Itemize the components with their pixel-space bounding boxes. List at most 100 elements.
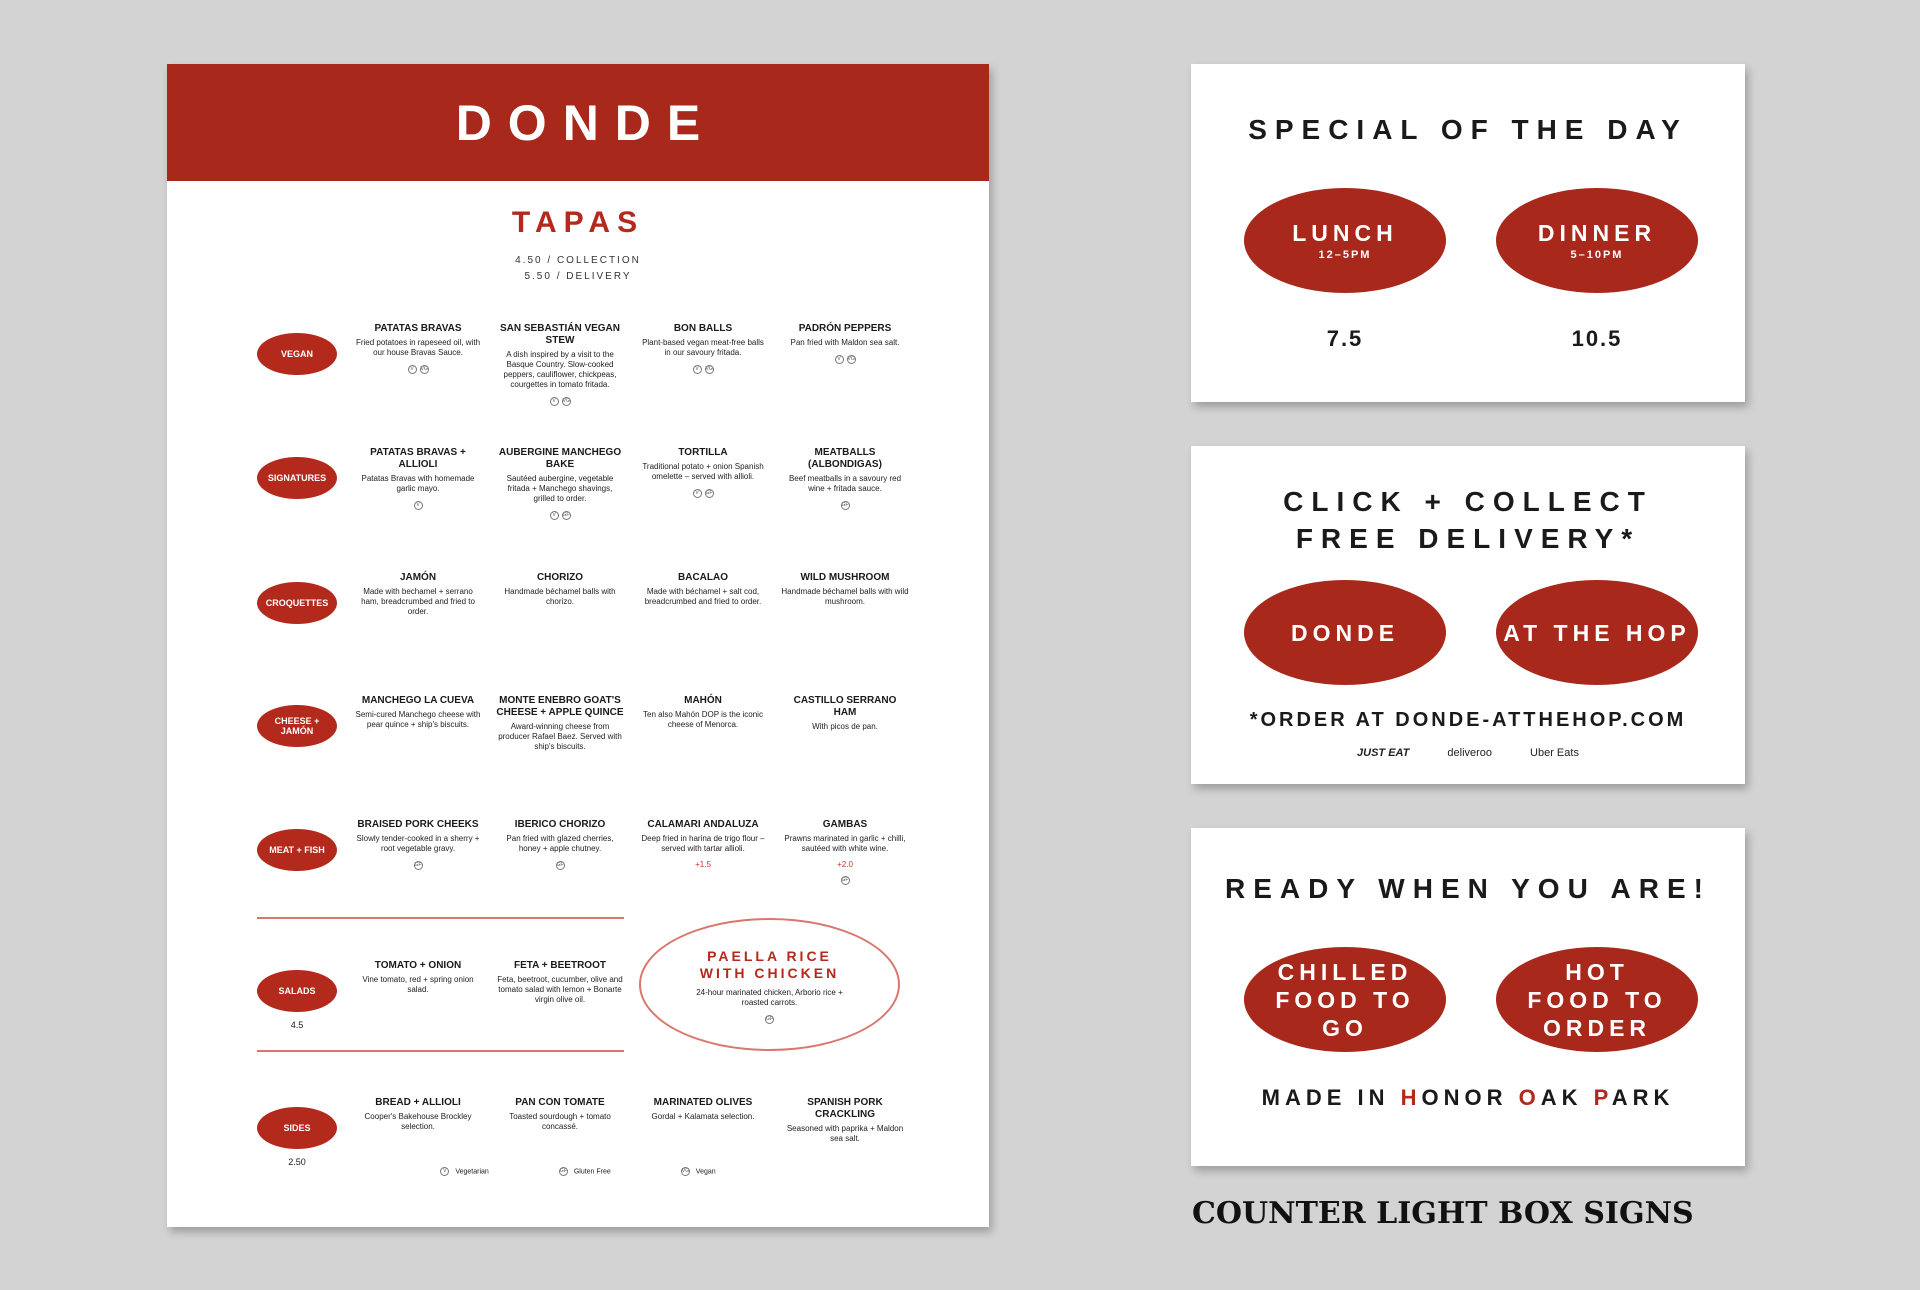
dietary-marker-icon: V (692, 365, 702, 374)
legend-entry: VG Vegan (680, 1167, 716, 1176)
item-description: Deep fried in harina de trigo flour – se… (641, 834, 765, 853)
just-eat-logo: JUST EAT (1357, 747, 1410, 759)
menu-item: Gambas Prawns marinated in garlic + chill… (781, 819, 909, 885)
dietary-marker-icon: V (834, 355, 844, 364)
dietary-markers: GF (496, 861, 624, 870)
legend-label: Vegan (695, 1168, 716, 1176)
price-collection: 4.50 / COLLECTION (515, 255, 641, 266)
dinner-label: DINNER (1537, 219, 1657, 246)
dietary-markers: V GF (639, 489, 767, 498)
menu-item: Bacalao Made with béchamel + salt cod, br… (639, 572, 767, 607)
item-description: Vine tomato, red + spring onion salad. (362, 975, 474, 994)
dietary-marker-icon: GF (840, 501, 850, 510)
menu-item: Padrón Peppers Pan fried with Maldon sea … (781, 323, 909, 364)
dietary-marker-icon: VG (419, 365, 429, 374)
made-in-segment: MADE IN (1261, 1085, 1401, 1110)
dietary-markers: V VG (639, 365, 767, 374)
menu-item: Wild Mushroom Handmade béchamel balls wit… (781, 572, 909, 607)
menu-item: San Sebastián Vegan Stew A dish inspired … (496, 323, 624, 406)
sign-title-line2: FREE DELIVERY* (1295, 523, 1641, 554)
dietary-legend: V Vegetarian GF Gluten Free VG Vegan (167, 1167, 989, 1176)
item-name: Feta + Beetroot (514, 960, 606, 971)
made-in-segment: P (1593, 1085, 1612, 1110)
menu-header: DONDE (167, 64, 989, 181)
dietary-marker-icon: VG (680, 1167, 690, 1176)
item-name: Calamari Andaluza (647, 819, 759, 830)
menu-item: Marinated Olives Gordal + Kalamata select… (639, 1097, 767, 1122)
item-name: Spanish Pork Crackling (807, 1097, 883, 1120)
made-in-segment: AK (1540, 1085, 1594, 1110)
lunch-label: LUNCH (1292, 219, 1398, 246)
menu-item: Pan con Tomate Toasted sourdough + tomato… (496, 1097, 624, 1132)
item-name: Tomato + Onion (374, 960, 462, 971)
special-paella: PAELLA RICE WITH CHICKEN 24-hour marinat… (639, 918, 900, 1051)
dietary-markers: GF (781, 876, 909, 885)
sign-title: READY WHEN YOU ARE! (1225, 873, 1711, 904)
item-description: Ten also Mahón DOP is the iconic cheese … (643, 710, 763, 729)
item-name: Gambas (822, 819, 868, 830)
item-surcharge: +2.0 (837, 860, 853, 869)
made-in-segment: O (1518, 1085, 1541, 1110)
menu-item: Castillo Serrano Ham With picos de pan. (781, 695, 909, 732)
category-price: 2.50 (288, 1157, 306, 1167)
item-description: Semi-cured Manchego cheese with pear qui… (355, 710, 481, 729)
special-of-the-day-sign: SPECIAL OF THE DAY LUNCH 12–5PM DINNER 5… (1191, 64, 1745, 402)
item-description: Slowly tender-cooked in a sherry + root … (356, 834, 480, 853)
dietary-marker-icon: GF (840, 876, 850, 885)
divider (257, 917, 624, 919)
dietary-marker-icon: GF (765, 1015, 774, 1024)
item-name: San Sebastián Vegan Stew (499, 323, 620, 346)
dietary-marker-icon: V (549, 511, 559, 520)
item-name: Patatas Bravas + Allioli (370, 447, 466, 470)
dietary-markers: GF (781, 501, 909, 510)
brand-logo: DONDE (455, 94, 717, 151)
item-description: Patatas Bravas with homemade garlic mayo… (361, 474, 475, 493)
dinner-oval: DINNER 5–10PM (1496, 188, 1698, 293)
hot-food-label: HOT FOOD TO ORDER (1527, 958, 1667, 1041)
item-description: Handmade béchamel balls with wild mushro… (781, 587, 909, 606)
dinner-price: 10.5 (1571, 326, 1623, 351)
dietary-marker-icon: V (440, 1167, 450, 1176)
lunch-oval: LUNCH 12–5PM (1244, 188, 1446, 293)
menu-item: Iberico Chorizo Pan fried with glazed che… (496, 819, 624, 870)
item-description: Toasted sourdough + tomato concassé. (509, 1112, 611, 1131)
menu-item: Tortilla Traditional potato + onion Spani… (639, 447, 767, 498)
section-title: TAPAS (511, 206, 645, 239)
dietary-markers: V VG (496, 397, 624, 406)
item-description: Cooper's Bakehouse Brockley selection. (364, 1112, 472, 1131)
item-name: Wild Mushroom (800, 572, 890, 583)
tapas-menu: DONDE TAPAS 4.50 / COLLECTION 5.50 / DEL… (167, 64, 989, 1227)
item-description: Sautéed aubergine, vegetable fritada + M… (506, 474, 614, 503)
donde-label: DONDE (1290, 619, 1400, 646)
menu-item: Aubergine Manchego Bake Sautéed aubergine… (496, 447, 624, 520)
click-collect-sign: CLICK + COLLECT FREE DELIVERY* DONDE AT … (1191, 446, 1745, 784)
sign-title-line1: CLICK + COLLECT (1283, 486, 1653, 517)
item-name: Bacalao (678, 572, 728, 583)
legend-entry: GF Gluten Free (558, 1167, 611, 1176)
menu-item: Spanish Pork Crackling Seasoned with papr… (781, 1097, 909, 1144)
price-delivery: 5.50 / DELIVERY (524, 271, 632, 282)
dietary-marker-icon: GF (555, 861, 565, 870)
donde-oval: DONDE (1244, 580, 1446, 685)
item-name: Meatballs (Albondigas) (808, 447, 882, 470)
menu-item: Calamari Andaluza Deep fried in harina de… (639, 819, 767, 869)
dietary-markers: V VG (781, 355, 909, 364)
category-pill: Vegan (257, 333, 337, 375)
dietary-marker-icon: GF (561, 511, 571, 520)
item-name: Braised Pork Cheeks (357, 819, 479, 830)
menu-item: Patatas Bravas + Allioli Patatas Bravas w… (354, 447, 482, 510)
lunch-price: 7.5 (1326, 326, 1364, 351)
dietary-marker-icon: VG (704, 365, 714, 374)
menu-item: Bon Balls Plant-based vegan meat-free bal… (639, 323, 767, 374)
item-name: Aubergine Manchego Bake (498, 447, 622, 470)
item-description: Feta, beetroot, cucumber, olive and toma… (497, 975, 623, 1004)
category-pill: Salads (257, 970, 337, 1012)
delivery-partners: JUST EAT deliveroo Uber Eats (1191, 746, 1745, 760)
item-description: Traditional potato + onion Spanish omele… (642, 462, 764, 481)
dietary-marker-icon: GF (413, 861, 423, 870)
sign-title: SPECIAL OF THE DAY (1248, 114, 1688, 145)
category-pill: Signatures (257, 457, 337, 499)
item-description: Fried potatoes in rapeseed oil, with our… (355, 338, 481, 357)
legend-label: Gluten Free (573, 1168, 611, 1176)
item-name: Castillo Serrano Ham (793, 695, 897, 718)
